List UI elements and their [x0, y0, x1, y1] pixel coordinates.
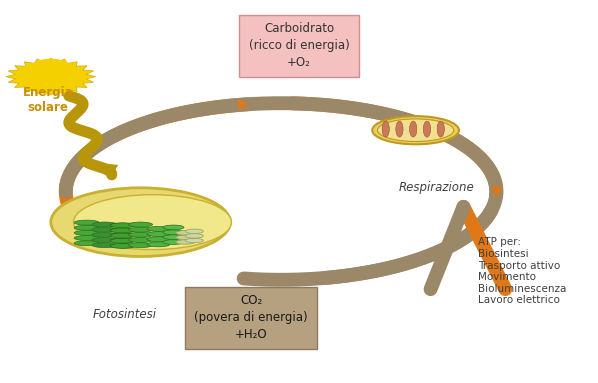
- Ellipse shape: [423, 121, 431, 137]
- Ellipse shape: [396, 121, 403, 137]
- Ellipse shape: [176, 235, 195, 240]
- Ellipse shape: [147, 242, 170, 247]
- Ellipse shape: [51, 188, 230, 257]
- Ellipse shape: [163, 235, 184, 239]
- Text: Energia
solare: Energia solare: [23, 85, 73, 114]
- Ellipse shape: [437, 121, 444, 137]
- Text: Carboidrato
(ricco di energia)
+O₂: Carboidrato (ricco di energia) +O₂: [249, 23, 349, 69]
- Ellipse shape: [147, 226, 170, 231]
- Ellipse shape: [110, 223, 135, 228]
- Polygon shape: [6, 58, 96, 95]
- Ellipse shape: [396, 121, 403, 137]
- Ellipse shape: [92, 222, 117, 227]
- Ellipse shape: [74, 231, 99, 236]
- Text: Respirazione: Respirazione: [399, 181, 474, 194]
- Ellipse shape: [110, 233, 135, 238]
- Ellipse shape: [185, 238, 203, 243]
- Ellipse shape: [377, 119, 454, 141]
- Ellipse shape: [74, 195, 231, 250]
- Ellipse shape: [92, 232, 117, 237]
- Ellipse shape: [185, 234, 203, 238]
- Ellipse shape: [423, 121, 431, 137]
- Ellipse shape: [129, 237, 152, 242]
- Ellipse shape: [129, 232, 152, 237]
- Ellipse shape: [410, 121, 417, 137]
- Ellipse shape: [147, 237, 170, 242]
- Ellipse shape: [110, 228, 135, 233]
- Ellipse shape: [110, 238, 135, 243]
- Ellipse shape: [382, 121, 389, 137]
- Ellipse shape: [163, 225, 184, 230]
- Ellipse shape: [185, 229, 203, 234]
- Ellipse shape: [129, 227, 152, 232]
- Ellipse shape: [437, 121, 444, 137]
- Ellipse shape: [92, 237, 117, 242]
- Circle shape: [24, 59, 78, 94]
- Ellipse shape: [410, 121, 417, 137]
- Ellipse shape: [110, 244, 135, 248]
- Ellipse shape: [382, 121, 389, 137]
- Ellipse shape: [163, 240, 184, 244]
- Ellipse shape: [372, 116, 459, 144]
- FancyBboxPatch shape: [239, 15, 359, 77]
- Ellipse shape: [163, 230, 184, 235]
- Text: ATP per:
Biosintesi
Trasporto attivo
Movimento
Bioluminescenza
Lavoro elettrico: ATP per: Biosintesi Trasporto attivo Mov…: [478, 237, 567, 306]
- Ellipse shape: [176, 231, 195, 235]
- Ellipse shape: [92, 243, 117, 247]
- Ellipse shape: [176, 240, 195, 244]
- Ellipse shape: [74, 236, 99, 241]
- Ellipse shape: [74, 220, 99, 225]
- Text: CO₂
(povera di energia)
+H₂O: CO₂ (povera di energia) +H₂O: [194, 295, 308, 341]
- Text: Fotosintesi: Fotosintesi: [93, 308, 157, 321]
- Ellipse shape: [74, 241, 99, 246]
- Ellipse shape: [129, 243, 152, 247]
- Ellipse shape: [147, 232, 170, 237]
- FancyBboxPatch shape: [185, 287, 317, 349]
- Ellipse shape: [92, 227, 117, 232]
- Ellipse shape: [129, 222, 152, 227]
- Ellipse shape: [74, 225, 99, 230]
